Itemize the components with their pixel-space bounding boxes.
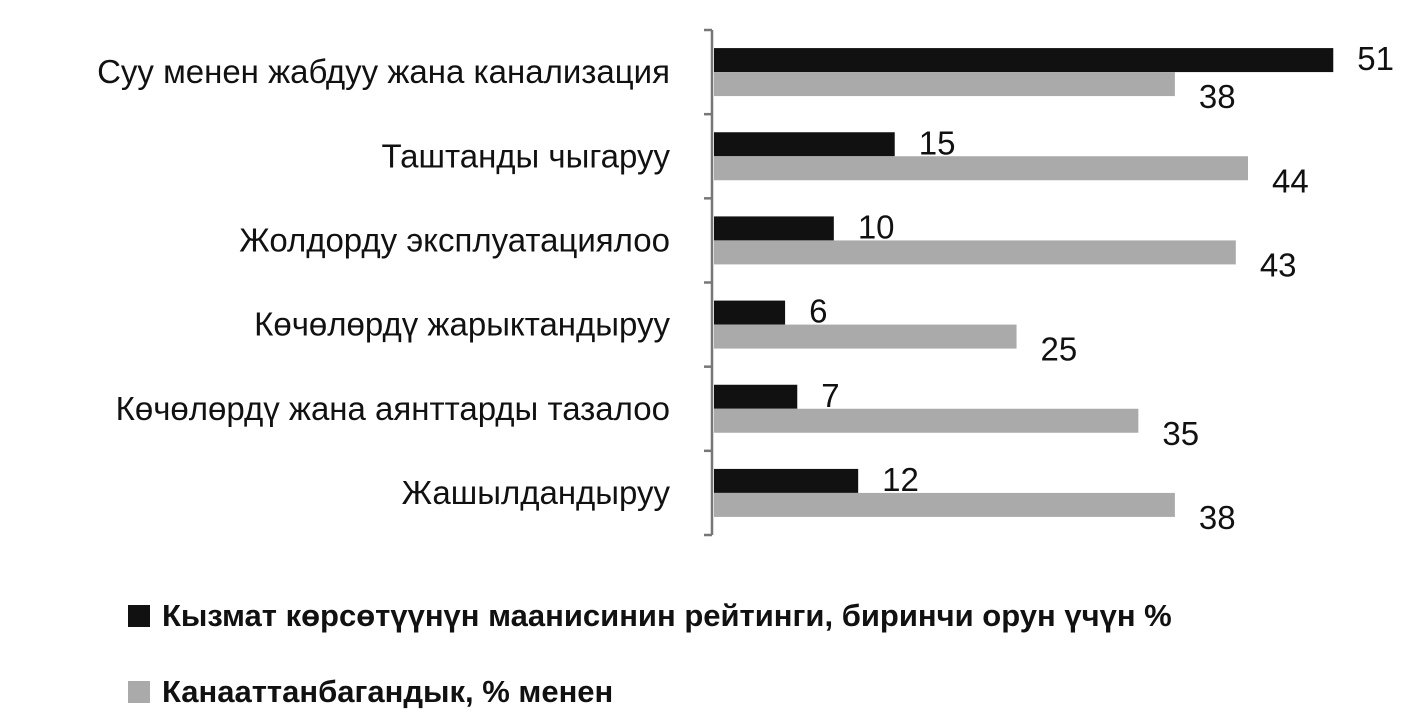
legend-label-dissatisfaction: Канааттанбагандык, % менен [162, 674, 614, 709]
data-label-rating: 10 [858, 208, 895, 245]
bar-rating [714, 300, 786, 325]
bar-dissatisfaction [714, 72, 1175, 97]
data-label-rating: 7 [821, 377, 839, 414]
bar-rating [714, 132, 895, 157]
bar-rating [714, 48, 1334, 73]
bar-chart: Суу менен жабдуу жана канализация 51 38 Таш… [97, 28, 1394, 537]
legend-label-rating: Кызмат көрсөтүүнүн маанисинин рейтинги, … [162, 598, 1172, 633]
legend-swatch-dissatisfaction [128, 681, 150, 703]
data-label-dissatisfaction: 43 [1260, 246, 1297, 283]
bar-dissatisfaction [714, 156, 1248, 181]
data-label-rating: 51 [1357, 40, 1394, 77]
data-label-rating: 6 [809, 293, 827, 330]
category-label: Суу менен жабдуу жана канализация [97, 53, 670, 90]
bar-rating [714, 468, 859, 493]
bar-rating [714, 384, 798, 409]
category-label: Таштанды чыгаруу [381, 137, 670, 174]
data-label-rating: 12 [882, 461, 919, 498]
bar-dissatisfaction [714, 492, 1175, 517]
category-label: Көчөлөрдү жана аянттарды тазалоо [116, 390, 670, 427]
category-label: Жашылдандыруу [402, 474, 671, 511]
category-label: Көчөлөрдү жарыктандыруу [254, 306, 670, 343]
data-label-dissatisfaction: 38 [1199, 78, 1236, 115]
legend-swatch-rating [128, 605, 150, 627]
legend-item-rating: Кызмат көрсөтүүнүн маанисинин рейтинги, … [128, 598, 1172, 634]
data-label-dissatisfaction: 35 [1162, 415, 1199, 452]
legend-item-dissatisfaction: Канааттанбагандык, % менен [128, 674, 613, 710]
bar-rating [714, 216, 834, 241]
bar-dissatisfaction [714, 324, 1017, 349]
data-label-rating: 15 [919, 124, 956, 161]
category-label: Жолдорду эксплуатациялоо [239, 221, 670, 258]
data-label-dissatisfaction: 25 [1041, 331, 1078, 368]
data-label-dissatisfaction: 44 [1272, 162, 1309, 199]
data-label-dissatisfaction: 38 [1199, 499, 1236, 536]
bar-dissatisfaction [714, 240, 1236, 265]
bar-dissatisfaction [714, 408, 1139, 433]
